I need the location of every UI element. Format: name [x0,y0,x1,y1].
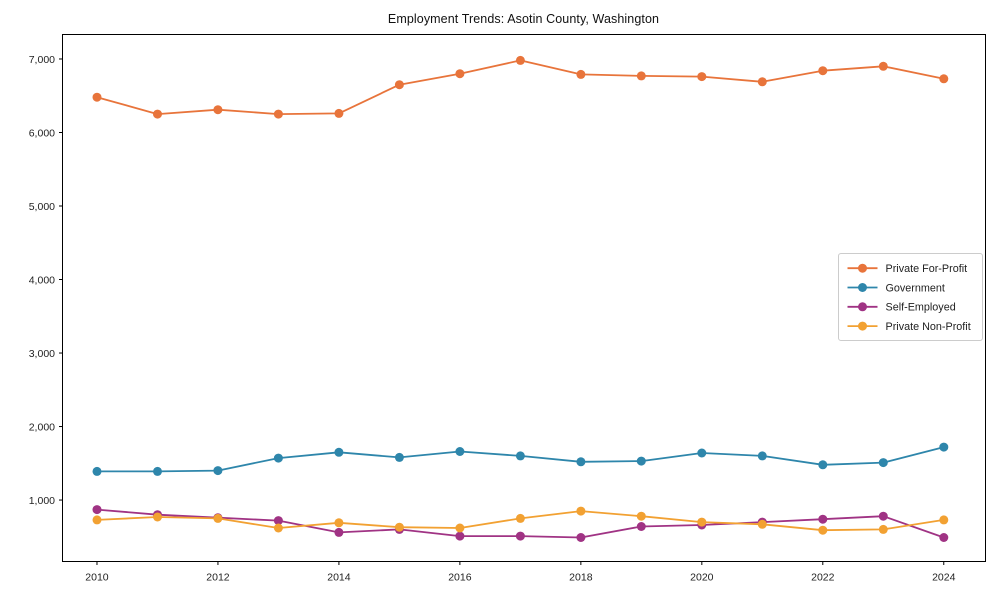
data-point [455,447,465,456]
data-point [818,525,828,535]
legend-marker [858,263,867,273]
data-point [92,92,102,102]
data-point [515,451,525,461]
data-point [636,71,646,81]
data-point [697,448,707,458]
data-point [455,69,465,79]
y-tick-label: 7,000 [29,54,55,66]
legend-label: Government [886,282,945,294]
data-point [515,55,525,65]
data-point [515,531,525,541]
series-line-private-for-profit [96,59,944,115]
data-point [213,466,223,476]
data-point [92,505,102,515]
data-point [92,515,102,525]
data-point [576,69,586,79]
y-tick-label: 2,000 [29,421,55,433]
data-point [757,77,767,87]
data-point [939,442,949,452]
data-point [92,466,102,476]
data-point [576,506,586,516]
data-point [394,80,404,90]
data-point [334,108,344,118]
x-tick-label: 2020 [690,572,714,584]
data-point [939,74,949,84]
x-tick-label: 2022 [811,572,835,584]
legend-item: Private Non-Profit [847,321,971,333]
legend-item: Private For-Profit [847,263,968,275]
data-point [636,511,646,521]
x-tick-label: 2012 [206,572,230,584]
data-point [576,533,586,542]
data-point [334,527,344,537]
legend-label: Private For-Profit [886,263,968,275]
data-point [394,452,404,462]
x-tick-label: 2018 [569,572,593,584]
legend-item: Government [847,282,945,294]
x-tick-label: 2010 [85,572,109,584]
data-point [818,460,828,470]
y-tick-label: 3,000 [29,348,55,360]
data-point [153,109,162,119]
y-tick-label: 1,000 [29,495,55,507]
legend-box [838,253,983,341]
data-point [153,512,162,522]
data-point [636,456,646,466]
y-tick-label: 4,000 [29,274,55,286]
legend-item: Self-Employed [847,302,956,314]
data-point [939,533,949,542]
y-tick-label: 6,000 [29,127,55,139]
data-point [455,523,465,533]
legend-marker [858,321,867,331]
legend-label: Private Non-Profit [886,321,971,333]
data-point [213,105,223,115]
legend-label: Self-Employed [886,302,956,314]
x-tick-label: 2024 [932,572,956,584]
x-tick-label: 2016 [448,572,472,584]
data-point [394,522,404,532]
chart-title: Employment Trends: Asotin County, Washin… [387,12,660,26]
plot-frame [62,34,986,562]
data-point [818,514,828,524]
data-point [273,516,283,526]
data-point [757,519,767,529]
data-point [878,511,888,521]
data-point [818,66,828,76]
legend-marker [858,283,867,292]
data-point [878,458,888,468]
data-point [515,513,525,523]
data-point [878,524,888,534]
data-point [878,61,888,71]
data-point [213,513,223,523]
data-point [273,109,283,119]
data-point [697,72,707,82]
legend-marker [858,302,867,312]
data-point [273,523,283,533]
data-point [636,522,646,531]
data-point [273,453,283,463]
data-point [757,451,767,461]
y-tick-label: 5,000 [29,201,55,213]
data-point [334,447,344,457]
data-point [576,457,586,467]
data-point [697,517,707,527]
x-tick-label: 2014 [327,572,351,584]
data-point [939,515,949,525]
data-point [153,466,162,476]
data-point [455,531,465,541]
data-point [334,518,344,528]
